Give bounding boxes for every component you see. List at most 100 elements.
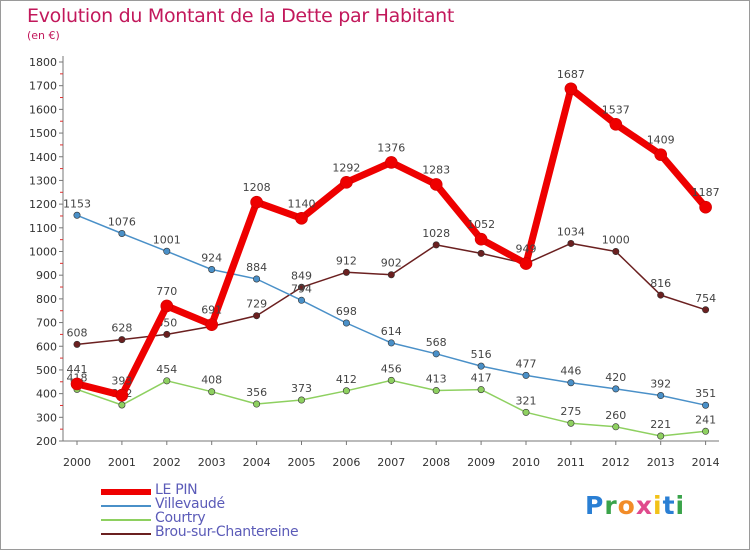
data-label-villevaude: 698 (336, 305, 357, 318)
data-point-villevaude (342, 319, 350, 327)
data-label-courtry: 241 (695, 413, 716, 426)
data-point-villevaude (163, 247, 171, 255)
data-point-villevaude (657, 392, 665, 400)
data-label-le-pin: 949 (516, 243, 537, 256)
data-point-courtry (657, 432, 665, 440)
data-point-villevaude (702, 401, 710, 409)
data-point-courtry (432, 387, 440, 395)
data-point-villevaude (208, 266, 216, 274)
logo-letter: i (675, 491, 686, 520)
data-point-courtry (342, 387, 350, 395)
data-label-le-pin: 1187 (692, 186, 720, 199)
data-label-courtry: 417 (471, 372, 492, 385)
x-tick-label: 2011 (557, 456, 585, 469)
data-point-courtry (297, 396, 305, 404)
data-point-courtry (118, 401, 126, 409)
y-tick-label: 400 (36, 388, 57, 401)
data-label-le-pin: 1208 (243, 181, 271, 194)
data-point-villevaude (253, 275, 261, 283)
data-label-courtry: 356 (246, 386, 267, 399)
data-label-villevaude: 392 (650, 378, 671, 391)
data-point-villevaude (477, 362, 485, 370)
data-point-le-pin (609, 117, 623, 131)
x-tick-label: 2002 (153, 456, 181, 469)
data-label-brou-sur-chantereine: 912 (336, 254, 357, 267)
data-label-courtry: 260 (605, 409, 626, 422)
data-point-brou-sur-chantereine (432, 241, 440, 249)
data-point-le-pin (250, 195, 263, 209)
x-tick-label: 2006 (332, 456, 360, 469)
data-label-villevaude: 1076 (108, 215, 136, 228)
data-point-villevaude (387, 339, 395, 347)
data-label-villevaude: 614 (381, 325, 402, 338)
data-point-courtry (612, 423, 620, 431)
logo-letter: P (585, 491, 605, 520)
data-label-courtry: 408 (201, 374, 222, 387)
proxiti-logo: Proxiti (585, 491, 685, 520)
y-tick-label: 900 (36, 269, 57, 282)
data-label-villevaude: 420 (605, 371, 626, 384)
data-label-courtry: 321 (516, 394, 537, 407)
data-point-le-pin (429, 178, 443, 191)
data-point-villevaude (432, 350, 440, 358)
data-label-courtry: 412 (336, 373, 357, 386)
data-point-le-pin (340, 176, 353, 189)
data-label-le-pin: 1140 (288, 197, 316, 210)
y-tick-label: 1700 (29, 80, 57, 93)
data-label-villevaude: 1001 (153, 233, 181, 246)
x-tick-label: 2001 (108, 456, 136, 469)
data-label-villevaude: 568 (426, 336, 447, 349)
data-point-courtry (208, 388, 216, 396)
legend-label-brou-sur-chantereine: Brou-sur-Chantereine (155, 524, 299, 540)
data-label-le-pin: 1283 (422, 163, 450, 176)
data-label-le-pin: 1409 (647, 134, 675, 147)
data-label-villevaude: 884 (246, 261, 267, 274)
x-tick-label: 2009 (467, 456, 495, 469)
data-label-villevaude: 1153 (63, 197, 91, 210)
data-point-courtry (702, 427, 710, 435)
data-point-brou-sur-chantereine (387, 271, 395, 279)
y-tick-label: 1500 (29, 127, 57, 140)
data-point-courtry (253, 400, 261, 408)
data-point-courtry (522, 408, 530, 416)
data-point-brou-sur-chantereine (657, 291, 665, 299)
x-tick-label: 2008 (422, 456, 450, 469)
data-point-courtry (567, 419, 575, 427)
data-point-le-pin (160, 299, 174, 313)
data-label-courtry: 456 (381, 362, 402, 375)
data-point-le-pin (205, 318, 218, 331)
legend-swatch-villevaude (101, 505, 151, 507)
y-tick-label: 800 (36, 293, 57, 306)
data-label-courtry: 373 (291, 382, 312, 395)
logo-letter: t (662, 491, 676, 520)
data-label-le-pin: 691 (201, 304, 222, 317)
data-point-le-pin (295, 212, 308, 225)
y-tick-label: 300 (36, 411, 57, 424)
y-tick-label: 1800 (29, 56, 57, 69)
data-point-villevaude (73, 211, 81, 219)
data-label-brou-sur-chantereine: 729 (246, 298, 267, 311)
data-label-le-pin: 441 (67, 363, 88, 376)
data-label-courtry: 275 (560, 405, 581, 418)
x-tick-label: 2005 (288, 456, 316, 469)
x-tick-label: 2010 (512, 456, 540, 469)
data-point-brou-sur-chantereine (163, 330, 171, 338)
y-tick-label: 1600 (29, 103, 57, 116)
x-tick-label: 2013 (647, 456, 675, 469)
legend-label-villevaude: Villevaudé (155, 496, 225, 512)
logo-letter: x (635, 491, 653, 520)
legend-swatch-le-pin (101, 489, 151, 495)
data-point-brou-sur-chantereine (73, 340, 81, 348)
legend-label-courtry: Courtry (155, 510, 206, 526)
logo-letter: r (604, 491, 618, 520)
logo-letter: o (617, 491, 636, 520)
data-label-brou-sur-chantereine: 1034 (557, 225, 585, 238)
x-tick-label: 2004 (243, 456, 271, 469)
data-label-courtry: 221 (650, 418, 671, 431)
data-label-brou-sur-chantereine: 1000 (602, 234, 630, 247)
data-point-brou-sur-chantereine (477, 249, 485, 257)
x-tick-label: 2003 (198, 456, 226, 469)
data-point-le-pin (564, 82, 578, 96)
data-label-villevaude: 446 (560, 365, 581, 378)
